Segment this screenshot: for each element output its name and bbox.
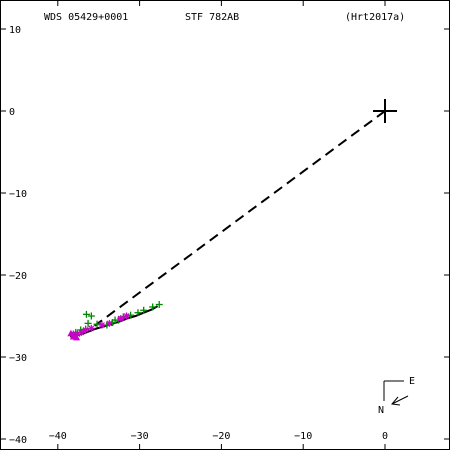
connector-layer — [94, 110, 386, 327]
asterisk-point — [105, 319, 113, 327]
y-tick-label: −40 — [9, 435, 27, 446]
wds-id-label: WDS 05429+0001 — [44, 12, 128, 23]
y-tick-label: 0 — [9, 107, 15, 118]
plus-point — [84, 319, 92, 327]
motion-arrow-shaft — [391, 395, 409, 405]
asterisk-point — [87, 324, 95, 332]
compass-east-label: E — [409, 376, 415, 387]
y-tick-label: 10 — [9, 25, 21, 36]
y-tick-labels: 10 0 −10 −20 −30 −40 — [9, 25, 27, 446]
primary-star-marker — [373, 99, 397, 123]
y-tick-label: −20 — [9, 271, 27, 282]
y-tick-label: −30 — [9, 353, 27, 364]
compass-north-label: N — [378, 405, 384, 416]
plus-point — [111, 316, 119, 324]
plus-point — [93, 320, 101, 328]
reference-label: (Hrt2017a) — [345, 12, 405, 23]
plus-point — [127, 311, 135, 319]
x-tick-label: −30 — [131, 431, 149, 442]
x-tick-label: −10 — [294, 431, 312, 442]
primary-layer — [373, 99, 397, 123]
series-layer — [67, 301, 163, 341]
discoverer-label: STF 782AB — [185, 12, 239, 23]
asterisk-point — [98, 321, 106, 329]
plus-point — [82, 310, 90, 318]
compass: E N — [378, 376, 415, 416]
y-tick-label: −10 — [9, 189, 27, 200]
plus-point — [155, 301, 163, 309]
plus-point — [149, 303, 157, 311]
plus-point — [87, 312, 95, 320]
plus-point — [134, 309, 142, 317]
plus-point — [140, 306, 148, 314]
x-tick-label: −40 — [49, 431, 67, 442]
asterisk-point — [123, 312, 131, 320]
x-tick-labels: −40 −30 −20 −10 0 — [49, 431, 388, 442]
x-tick-label: −20 — [212, 431, 230, 442]
asterisk-point — [117, 314, 125, 322]
connector-line — [94, 110, 386, 327]
asterisk-point — [82, 326, 90, 334]
motion-arrow-head — [391, 396, 401, 406]
asterisk-point — [78, 328, 86, 336]
x-tick-label: 0 — [382, 431, 388, 442]
triangle-point — [73, 333, 81, 341]
